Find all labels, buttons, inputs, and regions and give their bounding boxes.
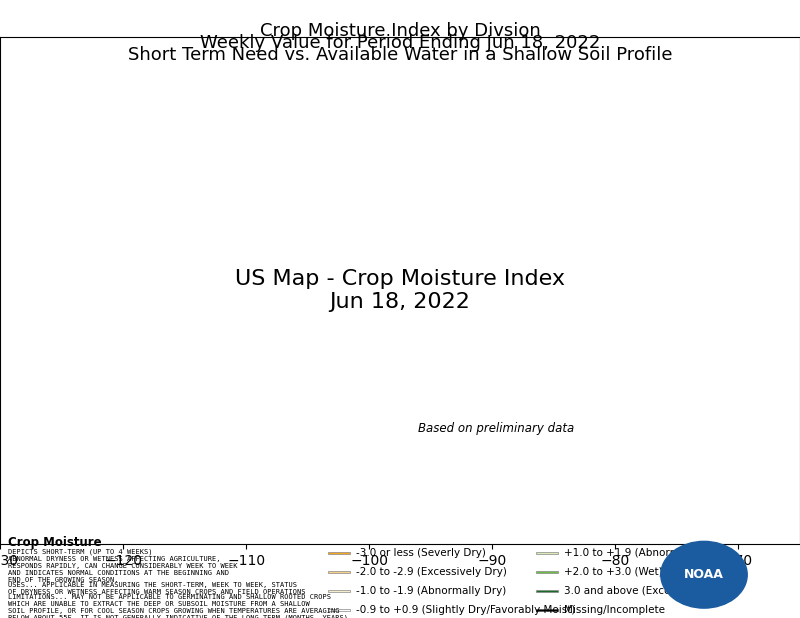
- Text: LIMITATIONS... MAY NOT BE APPLICABLE TO GERMINATING AND SHALLOW ROOTED CROPS
WHI: LIMITATIONS... MAY NOT BE APPLICABLE TO …: [8, 594, 348, 618]
- Text: +2.0 to +3.0 (Wet): +2.0 to +3.0 (Wet): [564, 567, 662, 577]
- Text: Short Term Need vs. Available Water in a Shallow Soil Profile: Short Term Need vs. Available Water in a…: [128, 46, 672, 64]
- FancyBboxPatch shape: [536, 609, 558, 611]
- Text: DEPICTS SHORT-TERM (UP TO 4 WEEKS)
ABNORMAL DRYNESS OR WETNESS AFFECTING AGRICUL: DEPICTS SHORT-TERM (UP TO 4 WEEKS) ABNOR…: [8, 549, 238, 583]
- Text: USES... APPLICABLE IN MEASURING THE SHORT-TERM, WEEK TO WEEK, STATUS
OF DRYNESS : USES... APPLICABLE IN MEASURING THE SHOR…: [8, 582, 306, 595]
- Circle shape: [661, 541, 747, 608]
- Text: +1.0 to +1.9 (Abnormally Moist): +1.0 to +1.9 (Abnormally Moist): [564, 548, 734, 558]
- Text: -1.0 to -1.9 (Abnormally Dry): -1.0 to -1.9 (Abnormally Dry): [356, 586, 506, 596]
- Text: Based on preliminary data: Based on preliminary data: [418, 422, 574, 435]
- FancyBboxPatch shape: [536, 590, 558, 592]
- FancyBboxPatch shape: [328, 590, 350, 592]
- Text: Missing/Incomplete: Missing/Incomplete: [564, 605, 665, 615]
- FancyBboxPatch shape: [328, 552, 350, 554]
- FancyBboxPatch shape: [328, 609, 350, 611]
- FancyBboxPatch shape: [536, 552, 558, 554]
- Text: NOAA: NOAA: [684, 568, 724, 582]
- Text: -2.0 to -2.9 (Excessively Dry): -2.0 to -2.9 (Excessively Dry): [356, 567, 507, 577]
- FancyBboxPatch shape: [328, 572, 350, 573]
- Text: Weekly Value for Period Ending Jun 18, 2022: Weekly Value for Period Ending Jun 18, 2…: [200, 34, 600, 52]
- Text: Crop Moisture: Crop Moisture: [8, 536, 102, 549]
- Text: US Map - Crop Moisture Index
Jun 18, 2022: US Map - Crop Moisture Index Jun 18, 202…: [235, 269, 565, 312]
- Text: Crop Moisture Index by Divsion: Crop Moisture Index by Divsion: [260, 22, 540, 40]
- Text: 3.0 and above (Excessively Wet): 3.0 and above (Excessively Wet): [564, 586, 734, 596]
- Text: -3.0 or less (Severly Dry): -3.0 or less (Severly Dry): [356, 548, 486, 558]
- FancyBboxPatch shape: [536, 572, 558, 573]
- Text: -0.9 to +0.9 (Slightly Dry/Favorably Moist): -0.9 to +0.9 (Slightly Dry/Favorably Moi…: [356, 605, 575, 615]
